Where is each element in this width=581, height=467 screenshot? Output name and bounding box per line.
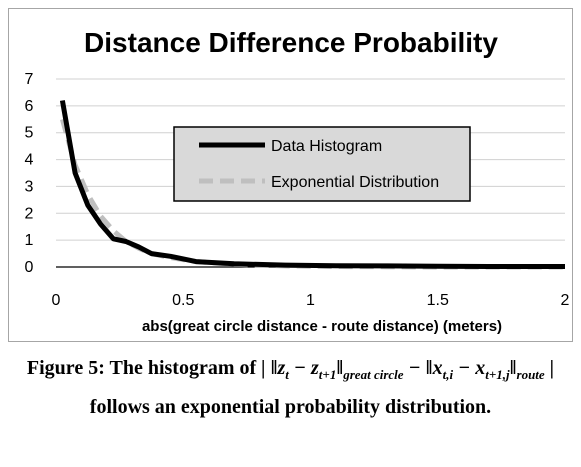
caption-suffix: follows an exponential probability distr… <box>89 396 492 418</box>
series-line-data-histogram <box>59 100 565 269</box>
x-tick-label: 1.5 <box>427 292 449 309</box>
legend-label-data-histogram: Data Histogram <box>271 138 382 155</box>
y-tick-label: 2 <box>25 205 34 222</box>
y-tick-label: 4 <box>25 152 34 169</box>
math-part: − ‖x <box>403 357 443 379</box>
math-part: − x <box>453 357 486 379</box>
math-sub: route <box>516 367 545 382</box>
chart-frame: Distance Difference Probability 0 1 2 3 4 5 6 7… <box>8 8 573 342</box>
figure-caption: Figure 5: The histogram of | ‖zt − zt+1‖… <box>20 352 561 423</box>
caption-math: | ‖zt − zt+1‖great circle − ‖xt,i − xt+1… <box>261 357 555 382</box>
chart-svg: Distance Difference Probability 0 1 2 3 4 5 6 7… <box>25 27 570 335</box>
series-lines <box>59 100 565 270</box>
x-tick-label: 0 <box>52 292 61 309</box>
y-tick-label: 7 <box>25 71 34 88</box>
math-sub: t+1 <box>318 367 337 382</box>
legend-label-exponential-distribution: Exponential Distribution <box>271 174 439 191</box>
caption-prefix: Figure 5: The histogram of <box>26 357 262 379</box>
y-tick-label: 1 <box>25 232 34 249</box>
math-part: ‖ <box>509 357 517 379</box>
chart-title: Distance Difference Probability <box>84 27 498 58</box>
math-sub: t+1,j <box>485 367 510 382</box>
x-tick-label: 1 <box>306 292 315 309</box>
x-tick-label: 0.5 <box>172 292 194 309</box>
y-tick-label: 3 <box>25 178 34 195</box>
math-sub: t <box>285 367 289 382</box>
math-sub: t,i <box>442 367 454 382</box>
math-part: ‖z <box>270 357 286 379</box>
legend-box <box>173 126 471 202</box>
legend: Data Histogram Exponential Distribution <box>173 126 471 202</box>
y-tick-label: 5 <box>25 125 34 142</box>
y-tick-label: 6 <box>25 98 34 115</box>
axes: 0 1 2 3 4 5 6 7 0 0.5 1 1.5 2 <box>25 71 570 309</box>
x-axis-label: abs(great circle distance - route distan… <box>142 318 502 335</box>
y-tick-label: 0 <box>25 259 34 276</box>
math-part: − z <box>288 357 319 379</box>
x-tick-label: 2 <box>561 292 570 309</box>
math-part: ‖ <box>336 357 344 379</box>
math-sub: great circle <box>343 367 404 382</box>
